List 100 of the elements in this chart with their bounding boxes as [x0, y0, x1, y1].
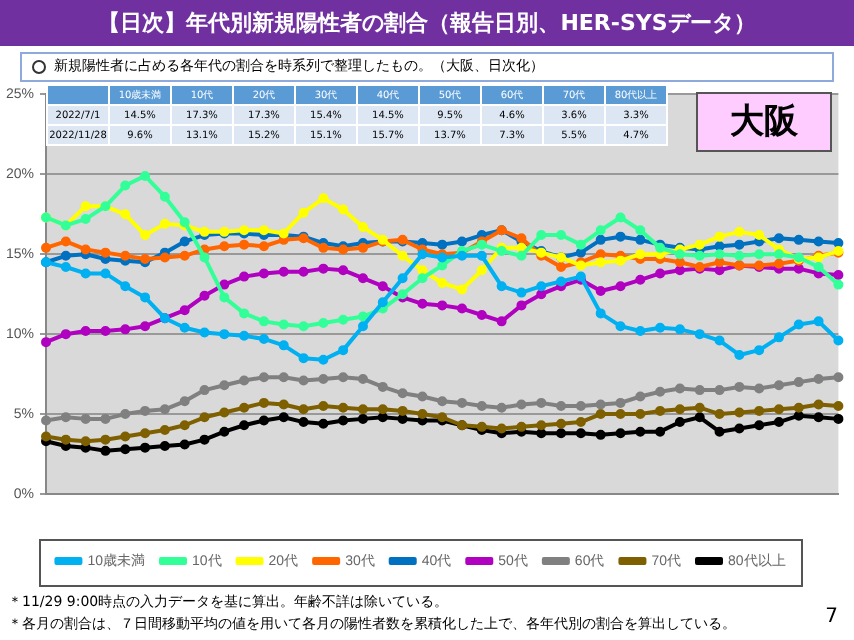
point	[635, 225, 646, 236]
point	[80, 413, 91, 424]
point	[754, 405, 765, 416]
point	[694, 385, 705, 396]
point	[754, 249, 765, 260]
point	[536, 420, 547, 431]
point	[655, 322, 666, 333]
point	[258, 397, 269, 408]
point	[476, 401, 487, 412]
point	[635, 325, 646, 336]
point	[100, 445, 111, 456]
point	[813, 236, 824, 247]
point	[377, 297, 388, 308]
point	[595, 429, 606, 440]
point	[813, 316, 824, 327]
point	[318, 418, 329, 429]
point	[199, 290, 210, 301]
point	[833, 401, 844, 412]
point	[714, 335, 725, 346]
point	[556, 276, 567, 287]
point	[813, 373, 824, 384]
point	[239, 402, 250, 413]
point	[437, 260, 448, 271]
chart-title: 【日次】年代別新規陽性者の割合（報告日別、HER-SYSデータ）	[0, 0, 854, 46]
point	[357, 222, 368, 233]
point	[556, 262, 567, 273]
point	[120, 209, 131, 220]
point	[318, 373, 329, 384]
point	[377, 404, 388, 415]
point	[199, 252, 210, 263]
point	[397, 250, 408, 261]
point	[773, 332, 784, 343]
point	[714, 265, 725, 276]
point	[754, 420, 765, 431]
point	[120, 444, 131, 455]
point	[219, 329, 230, 340]
point	[417, 298, 428, 309]
point	[357, 373, 368, 384]
point	[833, 279, 844, 290]
point	[773, 249, 784, 260]
point	[595, 257, 606, 268]
point	[417, 391, 428, 402]
point	[496, 316, 507, 327]
point	[357, 311, 368, 322]
point	[655, 426, 666, 437]
point	[516, 300, 527, 311]
point	[140, 292, 151, 303]
point	[496, 281, 507, 292]
point	[60, 329, 71, 340]
point	[773, 404, 784, 415]
point	[694, 239, 705, 250]
point	[199, 385, 210, 396]
point	[60, 434, 71, 445]
point	[258, 268, 269, 279]
point	[140, 405, 151, 416]
point	[694, 250, 705, 261]
point	[278, 319, 289, 330]
point	[239, 308, 250, 319]
point	[258, 316, 269, 327]
point	[694, 329, 705, 340]
point	[338, 402, 349, 413]
point	[258, 225, 269, 236]
point	[179, 236, 190, 247]
point	[219, 407, 230, 418]
point	[258, 333, 269, 344]
point	[357, 413, 368, 424]
point	[377, 381, 388, 392]
point	[714, 426, 725, 437]
point	[793, 377, 804, 388]
point	[595, 308, 606, 319]
point	[120, 180, 131, 191]
point	[773, 380, 784, 391]
point	[80, 325, 91, 336]
point	[258, 241, 269, 252]
point	[100, 434, 111, 445]
point	[714, 409, 725, 420]
point	[615, 321, 626, 332]
point	[734, 226, 745, 237]
point	[417, 409, 428, 420]
point	[397, 405, 408, 416]
point	[556, 230, 567, 241]
point	[674, 417, 685, 428]
point	[338, 345, 349, 356]
point	[516, 399, 527, 410]
point	[674, 324, 685, 335]
point	[298, 375, 309, 386]
point	[100, 413, 111, 424]
point	[179, 439, 190, 450]
point	[833, 335, 844, 346]
point	[159, 191, 170, 202]
point	[357, 273, 368, 284]
point	[258, 372, 269, 383]
point	[120, 281, 131, 292]
point	[457, 397, 468, 408]
point	[516, 421, 527, 432]
point	[159, 404, 170, 415]
point	[377, 412, 388, 423]
point	[41, 337, 52, 348]
point	[298, 353, 309, 364]
point	[793, 319, 804, 330]
